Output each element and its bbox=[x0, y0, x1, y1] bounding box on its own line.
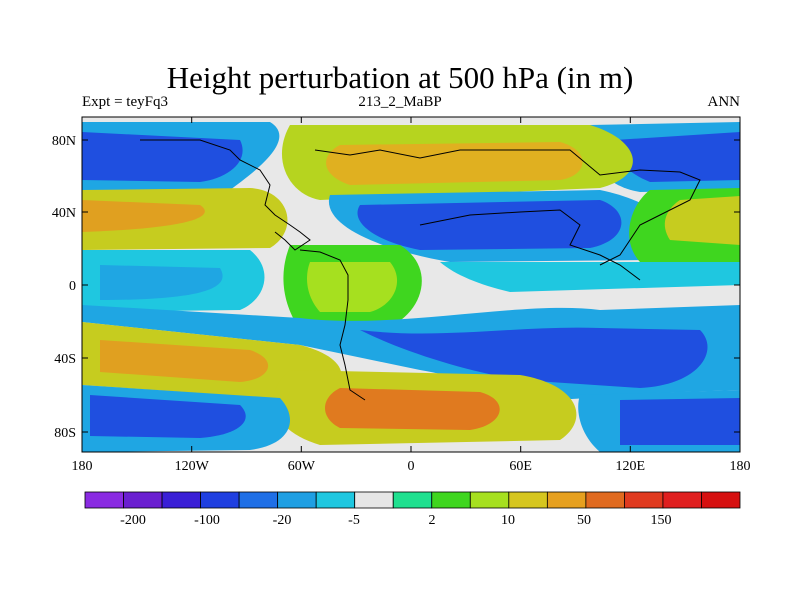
south-negative-east-core bbox=[620, 398, 740, 445]
colorbar-swatch bbox=[585, 491, 625, 509]
colorbar-swatch bbox=[200, 491, 240, 509]
lat-tick-label: 80N bbox=[52, 134, 76, 149]
colorbar-label: -5 bbox=[348, 513, 360, 528]
contour-field bbox=[82, 117, 740, 452]
south-positive-west-core bbox=[100, 340, 269, 382]
lon-tick-label: 180 bbox=[72, 459, 93, 474]
coastline-europe bbox=[314, 149, 701, 266]
north-positive-core-west bbox=[82, 200, 205, 232]
colorbar-swatch bbox=[123, 491, 163, 509]
colorbar-label: -20 bbox=[273, 513, 292, 528]
eurasia-negative-core bbox=[357, 200, 622, 250]
north-negative-core bbox=[82, 132, 243, 182]
colorbar-swatch bbox=[662, 491, 702, 509]
colorbar-label: 2 bbox=[429, 513, 436, 528]
colorbar-label: -100 bbox=[194, 513, 220, 528]
colorbar-swatch bbox=[431, 491, 471, 509]
coastline-asia bbox=[419, 209, 641, 281]
colorbar-swatch bbox=[508, 491, 548, 509]
colorbar-swatch bbox=[469, 491, 510, 509]
colorbar-swatch bbox=[238, 491, 279, 509]
colorbar-swatch bbox=[624, 491, 664, 509]
lon-tick-label: 120E bbox=[616, 459, 646, 474]
colorbar-swatch bbox=[354, 491, 394, 509]
coastline-south-america bbox=[299, 249, 366, 401]
colorbar-swatch bbox=[546, 491, 587, 509]
lon-tick-label: 0 bbox=[408, 459, 415, 474]
south-negative-west-core bbox=[90, 395, 246, 438]
colorbar-swatch bbox=[392, 491, 433, 509]
case-label: 213_2_MaBP bbox=[358, 94, 442, 110]
colorbar-swatch bbox=[161, 491, 201, 509]
tropical-negative-west-core bbox=[100, 265, 223, 300]
north-negative-core-east bbox=[615, 132, 740, 182]
coastline-north-america bbox=[140, 139, 311, 251]
tropical-positive-atlantic-core bbox=[307, 262, 398, 312]
south-positive-atlantic-core bbox=[325, 388, 500, 430]
experiment-label: Expt = teyFq3 bbox=[82, 94, 168, 110]
longitude-axis: 180 120W 60W 0 60E 120E 180 bbox=[72, 117, 751, 474]
south-negative-core bbox=[360, 327, 708, 388]
equatorial-negative-east bbox=[440, 262, 740, 292]
north-positive-core-east bbox=[664, 196, 740, 245]
lat-tick-label: 40N bbox=[52, 206, 76, 221]
colorbar-label: -200 bbox=[120, 513, 146, 528]
colorbar-label: 50 bbox=[577, 513, 591, 528]
north-positive-core-eurasia bbox=[326, 142, 583, 185]
colorbar: -200 -100 -20 -5 2 10 50 150 bbox=[84, 491, 741, 528]
colorbar-swatch bbox=[277, 491, 317, 509]
coastlines bbox=[140, 139, 701, 401]
lon-tick-label: 60W bbox=[288, 459, 316, 474]
lat-tick-label: 80S bbox=[54, 426, 76, 441]
lon-tick-label: 60E bbox=[509, 459, 532, 474]
season-label: ANN bbox=[707, 94, 741, 110]
lat-tick-label: 0 bbox=[69, 279, 76, 294]
colorbar-label: 10 bbox=[501, 513, 515, 528]
colorbar-swatch bbox=[701, 491, 741, 509]
colorbar-label: 150 bbox=[651, 513, 672, 528]
lat-tick-label: 40S bbox=[54, 352, 76, 367]
lon-tick-label: 120W bbox=[175, 459, 210, 474]
colorbar-swatch bbox=[315, 491, 356, 509]
latitude-axis: 80N 40N 0 40S 80S bbox=[52, 134, 740, 441]
plot-title: Height perturbation at 500 hPa (in m) bbox=[166, 60, 634, 95]
lon-tick-label: 180 bbox=[730, 459, 751, 474]
colorbar-swatch bbox=[84, 491, 124, 509]
